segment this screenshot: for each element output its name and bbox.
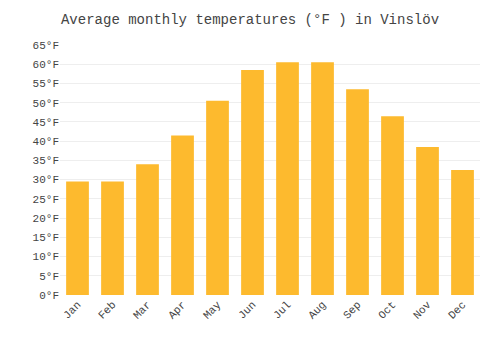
svg-text:45°F: 45°F [33, 117, 59, 129]
svg-text:5°F: 5°F [39, 271, 59, 283]
svg-text:Aug: Aug [306, 299, 328, 321]
svg-text:60°F: 60°F [33, 59, 59, 71]
svg-text:30°F: 30°F [33, 174, 59, 186]
svg-text:May: May [201, 299, 224, 322]
svg-text:40°F: 40°F [33, 136, 59, 148]
svg-text:35°F: 35°F [33, 155, 59, 167]
svg-text:Nov: Nov [411, 299, 434, 322]
svg-text:Jun: Jun [236, 299, 258, 321]
svg-text:Jan: Jan [61, 299, 83, 321]
svg-text:50°F: 50°F [33, 98, 59, 110]
svg-text:Jul: Jul [271, 299, 293, 321]
svg-text:10°F: 10°F [33, 251, 59, 263]
svg-text:Dec: Dec [446, 299, 468, 321]
svg-text:15°F: 15°F [33, 232, 59, 244]
svg-text:65°F: 65°F [33, 40, 59, 52]
svg-text:Sep: Sep [341, 299, 363, 321]
svg-text:Oct: Oct [376, 299, 398, 321]
svg-text:20°F: 20°F [33, 213, 59, 225]
svg-text:0°F: 0°F [39, 290, 59, 302]
svg-text:55°F: 55°F [33, 78, 59, 90]
svg-text:Apr: Apr [166, 299, 188, 321]
svg-text:25°F: 25°F [33, 194, 59, 206]
svg-text:Average monthly temperatures (: Average monthly temperatures (°F ) in Vi… [61, 12, 439, 28]
svg-text:Mar: Mar [131, 299, 153, 321]
svg-text:Feb: Feb [96, 299, 118, 321]
